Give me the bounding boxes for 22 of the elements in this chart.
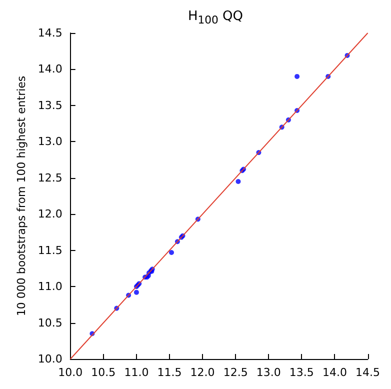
y-tick-label: 13.0 [38,135,62,148]
x-tick-label: 10.5 [91,366,116,379]
y-tick-label: 13.5 [38,98,62,112]
chart-title: H$_{100}$ QQ [186,8,244,27]
y-tick-label: 14.5 [38,26,62,40]
x-tick-label: 12.5 [223,366,248,379]
y-tick-label: 11.0 [38,280,62,294]
x-tick-label: 14.0 [322,366,347,379]
x-tick-label: 13.0 [256,366,281,379]
y-tick-label: 12.5 [38,171,62,184]
x-tick-label: 10.0 [58,366,83,379]
y-tick-label: 14.0 [38,62,62,76]
y-tick-label: 10.0 [38,352,62,366]
y-tick-label: 12.0 [38,208,62,221]
x-tick-label: 11.0 [124,366,149,379]
y-tick-label: 10.5 [38,316,62,330]
x-tick-label: 14.5 [356,366,380,379]
x-tick-label: 12.0 [190,366,215,379]
x-tick-label: 13.5 [289,366,314,379]
y-axis-title: 10 000 bootstraps from 100 highest entries [15,76,28,316]
y-tick-label: 11.5 [38,244,62,257]
x-tick-label: 11.5 [157,366,182,379]
